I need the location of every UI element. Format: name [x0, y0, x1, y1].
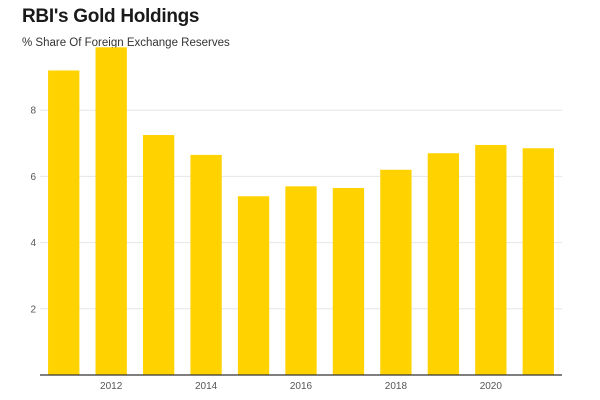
- bar-2016: [285, 186, 317, 375]
- y-tick-label: 4: [30, 238, 36, 249]
- chart-subtitle: % Share Of Foreign Exchange Reserves: [22, 37, 230, 49]
- x-tick-label: 2014: [195, 381, 218, 392]
- y-axis-labels: 2 4 6 8: [30, 106, 36, 316]
- x-tick-label: 2016: [290, 381, 313, 392]
- x-tick-label: 2018: [385, 381, 408, 392]
- bar-2019: [427, 153, 460, 375]
- bar-2012: [95, 47, 127, 376]
- bar-2015: [237, 196, 270, 375]
- bar-2020: [475, 144, 507, 375]
- x-tick-label: 2012: [100, 381, 123, 392]
- bars: [48, 47, 554, 376]
- y-tick-label: 2: [30, 304, 36, 315]
- bar-2011: [48, 70, 80, 375]
- bar-2017: [332, 187, 365, 375]
- bar-2014: [190, 154, 222, 375]
- x-tick-label: 2020: [480, 381, 503, 392]
- y-tick-label: 8: [30, 106, 36, 117]
- chart-title: RBI's Gold Holdings: [22, 6, 200, 27]
- bar-2013: [142, 135, 175, 375]
- x-axis-labels: 2012 2014 2016 2018 2020: [100, 381, 502, 392]
- bar-2021: [522, 148, 554, 375]
- bar-2018: [380, 169, 412, 375]
- y-tick-label: 6: [30, 172, 36, 183]
